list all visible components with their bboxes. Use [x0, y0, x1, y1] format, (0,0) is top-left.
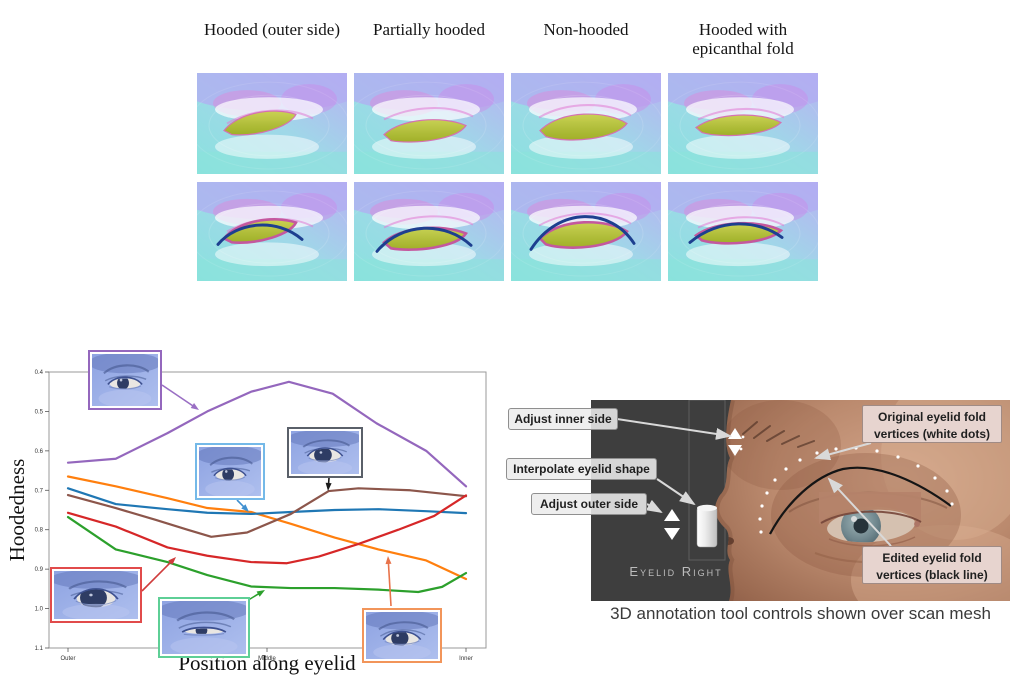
eyebrow-hairs — [742, 421, 815, 448]
plot-box — [48, 371, 487, 649]
edited-vertices-label: Edited eyelid fold vertices (black line) — [862, 546, 1002, 584]
series-red — [66, 494, 468, 565]
original-vertices-label: Original eyelid fold vertices (white dot… — [862, 405, 1002, 443]
mesh-tile-epicanthal-fold — [668, 73, 818, 174]
callout-arrows — [616, 418, 892, 547]
mesh-tile-hooded-outer — [197, 73, 347, 174]
series-blue — [66, 487, 468, 516]
mesh-header-hooded-outer: Hooded (outer side) — [204, 20, 340, 39]
y-tick-label: 1.1 — [35, 646, 44, 652]
mesh-header-epicanthal-fold: Hooded with epicanthal fold — [692, 20, 794, 59]
interpolate-eyelid-shape-label: Interpolate eyelid shape — [506, 458, 657, 481]
edited-fold-line — [769, 466, 952, 535]
x-tick-label: Middle — [258, 656, 276, 662]
series-green — [66, 515, 468, 594]
mesh-tile-epicanthal-fold-annotated — [668, 182, 818, 281]
series-purple — [66, 380, 468, 488]
y-tick-label: 1.0 — [35, 607, 44, 613]
outer-up-triangle-icon — [664, 509, 680, 521]
y-tick-label: 0.5 — [35, 409, 44, 415]
mesh-column-headers: Hooded (outer side) Partially hooded Non-h… — [197, 20, 818, 58]
viewport-label: Eyelid Right — [629, 564, 722, 579]
tool-caption: 3D annotation tool controls shown over s… — [610, 604, 991, 623]
interpolate-slider — [696, 506, 718, 548]
mesh-header-non-hooded: Non-hooded — [543, 20, 629, 39]
red-inset — [50, 567, 142, 623]
adjust-inner-side-label: Adjust inner side — [508, 408, 618, 431]
blue-inset — [195, 443, 265, 500]
outer-down-triangle-icon — [664, 528, 680, 540]
purple-inset — [88, 350, 162, 410]
y-tick-label: 0.9 — [35, 567, 44, 573]
annotation-tool-figure: Eyelid Right Adjust inner side Interpola… — [505, 398, 1024, 643]
y-tick-label: 0.8 — [35, 528, 44, 534]
adjust-outer-side-label: Adjust outer side — [531, 493, 647, 516]
mesh-tile-non-hooded-annotated — [511, 182, 661, 281]
gray-inset — [287, 427, 363, 478]
chart-canvas: 0.4 0.5 0.6 0.7 0.8 0.9 1.0 1.1 Outer Middle Inner — [35, 370, 487, 662]
mesh-header-partially-hooded: Partially hooded — [373, 20, 485, 39]
inner-down-triangle-icon — [728, 445, 742, 456]
iris — [841, 506, 881, 546]
x-tick-label: Outer — [60, 656, 75, 662]
y-tick-label: 0.7 — [35, 488, 44, 494]
mesh-row-unannotated — [197, 73, 818, 174]
x-tick-label: Inner — [459, 656, 473, 662]
mesh-tile-partially-hooded — [354, 73, 504, 174]
upper-eyelid — [819, 492, 921, 524]
series-orange — [66, 475, 468, 581]
y-tick-label: 0.6 — [35, 449, 44, 455]
orange-inset — [362, 608, 442, 663]
y-tick-label: 0.4 — [35, 370, 44, 376]
green-inset — [158, 597, 250, 658]
interpolate-slider-top — [697, 504, 717, 512]
mesh-tile-partially-hooded-annotated — [354, 182, 504, 281]
slider-track-outline — [688, 400, 726, 561]
mesh-tile-hooded-outer-annotated — [197, 182, 347, 281]
mesh-row-annotated — [197, 182, 818, 281]
series-brown — [66, 487, 468, 538]
mesh-tile-non-hooded — [511, 73, 661, 174]
y-axis-label: Hoodedness — [5, 458, 29, 562]
hoodedness-chart: 0.4 0.5 0.6 0.7 0.8 0.9 1.0 1.1 Outer Middle Inner… — [0, 340, 510, 683]
